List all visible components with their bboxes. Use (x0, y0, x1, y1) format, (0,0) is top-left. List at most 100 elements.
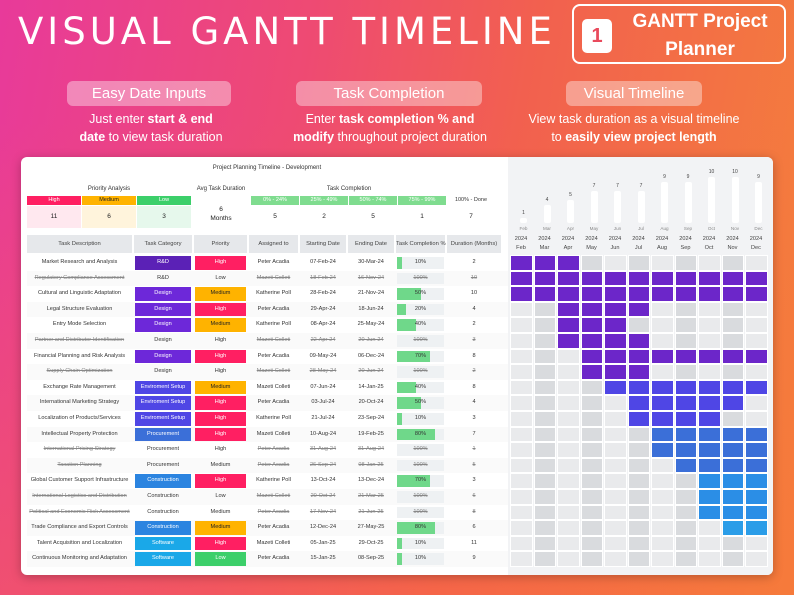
gantt-cell[interactable] (651, 473, 674, 489)
gantt-cell[interactable] (721, 426, 744, 443)
gantt-cell[interactable] (651, 504, 674, 521)
gantt-cell[interactable] (580, 411, 603, 427)
gantt-cell[interactable] (721, 348, 744, 365)
gantt-cell[interactable] (721, 535, 744, 552)
column-header-5[interactable]: Ending Date (348, 235, 394, 253)
task-end-date[interactable]: 08-Sep-25 (357, 555, 385, 562)
task-completion-bar[interactable]: 10% (397, 537, 444, 550)
task-completion-bar[interactable]: 80% (397, 522, 444, 534)
gantt-cell[interactable] (651, 442, 674, 458)
gantt-cell[interactable] (533, 535, 556, 552)
table-row[interactable]: Entry Mode Selection Design Medium Katherin… (27, 317, 515, 333)
gantt-cell[interactable] (745, 457, 768, 474)
task-start-date[interactable]: 22-Apr-24 (310, 337, 336, 343)
table-row[interactable]: Global Customer Support Infrastructure Co… (27, 473, 515, 489)
task-end-date[interactable]: 20-Jun-24 (358, 337, 384, 343)
task-start-date[interactable]: 07-Feb-24 (310, 259, 336, 265)
gantt-cell[interactable] (580, 255, 603, 271)
gantt-cell[interactable] (721, 379, 744, 396)
gantt-cell[interactable] (674, 473, 697, 489)
gantt-cell[interactable] (533, 286, 556, 302)
gantt-cell[interactable] (627, 551, 650, 567)
column-header-6[interactable]: Task Completion % (396, 235, 446, 253)
task-end-date[interactable]: 13-Dec-24 (357, 477, 385, 484)
gantt-cell[interactable] (721, 520, 744, 536)
gantt-cell[interactable] (674, 551, 697, 567)
gantt-cell[interactable] (627, 504, 650, 521)
gantt-cell[interactable] (510, 286, 533, 302)
task-start-date[interactable]: 03-Jul-24 (311, 399, 335, 406)
task-completion-bar[interactable]: 70% (397, 350, 444, 363)
task-end-date[interactable]: 29-Oct-25 (358, 539, 384, 546)
task-completion-bar[interactable]: 20% (397, 303, 444, 316)
gantt-cell[interactable] (557, 411, 580, 427)
gantt-cell[interactable] (510, 473, 533, 489)
table-row[interactable]: Continuous Monitoring and Adaptation Soft… (27, 551, 515, 567)
gantt-cell[interactable] (698, 411, 721, 427)
gantt-cell[interactable] (745, 426, 768, 443)
gantt-cell[interactable] (557, 551, 580, 567)
gantt-cell[interactable] (510, 504, 533, 521)
gantt-cell[interactable] (674, 457, 697, 474)
task-end-date[interactable]: 30-Mar-24 (358, 259, 384, 265)
task-start-date[interactable]: 15-Jan-25 (310, 555, 336, 562)
gantt-cell[interactable] (533, 379, 556, 396)
gantt-cell[interactable] (604, 286, 627, 302)
task-end-date[interactable]: 19-Feb-25 (358, 430, 384, 437)
task-completion-bar[interactable]: 40% (397, 381, 444, 394)
gantt-cell[interactable] (604, 395, 627, 411)
gantt-cell[interactable] (604, 270, 627, 287)
task-completion-bar[interactable]: 100% (397, 491, 444, 503)
gantt-cell[interactable] (580, 457, 603, 474)
gantt-cell[interactable] (627, 411, 650, 427)
gantt-cell[interactable] (745, 551, 768, 567)
gantt-cell[interactable] (580, 333, 603, 349)
gantt-cell[interactable] (533, 426, 556, 443)
gantt-cell[interactable] (557, 333, 580, 349)
column-header-2[interactable]: Priority (194, 235, 247, 253)
gantt-cell[interactable] (510, 535, 533, 552)
gantt-cell[interactable] (674, 426, 697, 443)
gantt-cell[interactable] (533, 520, 556, 536)
gantt-cell[interactable] (604, 504, 627, 521)
gantt-cell[interactable] (557, 426, 580, 443)
gantt-cell[interactable] (510, 364, 533, 380)
gantt-cell[interactable] (698, 504, 721, 521)
task-start-date[interactable]: 07-Jun-24 (310, 383, 336, 390)
gantt-cell[interactable] (745, 442, 768, 458)
table-row[interactable]: Taxation Planning Procurement Medium Peter … (27, 457, 515, 474)
gantt-cell[interactable] (627, 348, 650, 365)
column-header-0[interactable]: Task Description (27, 235, 132, 253)
gantt-cell[interactable] (745, 255, 768, 271)
gantt-cell[interactable] (557, 348, 580, 365)
gantt-cell[interactable] (580, 301, 603, 318)
gantt-cell[interactable] (510, 551, 533, 567)
gantt-cell[interactable] (580, 489, 603, 505)
gantt-cell[interactable] (674, 411, 697, 427)
task-end-date[interactable]: 21-Jun-25 (358, 508, 384, 515)
gantt-cell[interactable] (510, 489, 533, 505)
gantt-cell[interactable] (627, 426, 650, 443)
gantt-cell[interactable] (557, 457, 580, 474)
gantt-cell[interactable] (674, 364, 697, 380)
table-row[interactable]: Partner and Distributor Identification De… (27, 333, 515, 349)
gantt-cell[interactable] (604, 333, 627, 349)
gantt-cell[interactable] (651, 286, 674, 302)
gantt-cell[interactable] (651, 317, 674, 333)
gantt-cell[interactable] (580, 504, 603, 521)
gantt-cell[interactable] (604, 426, 627, 443)
column-header-7[interactable]: Duration (Months) (447, 235, 501, 253)
task-end-date[interactable]: 20-Oct-24 (358, 399, 384, 406)
gantt-cell[interactable] (651, 457, 674, 474)
gantt-cell[interactable] (721, 457, 744, 474)
gantt-cell[interactable] (698, 395, 721, 411)
gantt-cell[interactable] (674, 535, 697, 552)
gantt-cell[interactable] (627, 286, 650, 302)
gantt-cell[interactable] (533, 317, 556, 333)
gantt-cell[interactable] (510, 348, 533, 365)
gantt-cell[interactable] (651, 333, 674, 349)
gantt-cell[interactable] (627, 333, 650, 349)
gantt-cell[interactable] (557, 395, 580, 411)
gantt-cell[interactable] (557, 535, 580, 552)
gantt-cell[interactable] (604, 364, 627, 380)
